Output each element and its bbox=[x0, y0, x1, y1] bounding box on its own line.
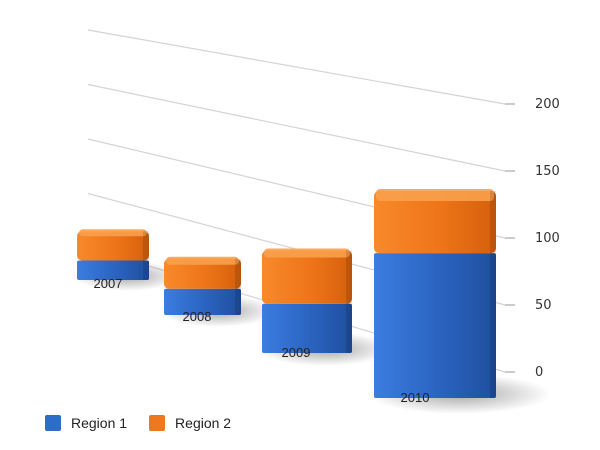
y-tick-label: 100 bbox=[535, 231, 560, 246]
gridline bbox=[87, 83, 506, 172]
bar-side-face bbox=[490, 191, 496, 398]
legend-item-region-2: Region 2 bbox=[149, 415, 231, 431]
y-tick-label: 50 bbox=[535, 298, 552, 313]
labels: 0 50 100 150 200 2007 2008 2009 2010 bbox=[94, 97, 560, 405]
y-tick-label: 200 bbox=[535, 97, 560, 112]
bar-segment-region-1 bbox=[262, 303, 352, 353]
legend-label-region-2: Region 2 bbox=[175, 415, 232, 431]
bar-segment-region-1 bbox=[164, 288, 241, 315]
y-tick-label: 150 bbox=[535, 164, 560, 179]
bar-side-face bbox=[235, 258, 241, 315]
category-label: 2009 bbox=[282, 345, 311, 360]
legend-item-region-1: Region 1 bbox=[45, 415, 127, 431]
bar-side-face bbox=[346, 250, 352, 353]
legend-label-region-1: Region 1 bbox=[71, 415, 128, 431]
bar-segment-region-2 bbox=[77, 231, 149, 261]
legend-swatch-region-2 bbox=[149, 415, 166, 431]
bar-segment-region-2 bbox=[164, 258, 241, 289]
legend: Region 1 Region 2 bbox=[45, 415, 231, 431]
bar-segment-region-2 bbox=[374, 191, 496, 254]
bar-top-face bbox=[376, 189, 494, 201]
category-label: 2008 bbox=[183, 309, 212, 324]
bar-top-face bbox=[264, 248, 350, 258]
bar-segment-region-1 bbox=[77, 260, 149, 280]
bar-top-face bbox=[79, 229, 147, 237]
bar-segment-region-1 bbox=[374, 253, 496, 398]
gridline bbox=[87, 29, 506, 105]
y-tick-label: 0 bbox=[535, 365, 543, 380]
bar-side-face bbox=[143, 231, 149, 280]
category-label: 2007 bbox=[94, 276, 123, 291]
legend-swatch-region-1 bbox=[45, 415, 61, 431]
category-label: 2010 bbox=[401, 390, 430, 405]
bar-top-face bbox=[166, 256, 239, 265]
bar-segment-region-2 bbox=[262, 250, 352, 304]
bars bbox=[77, 189, 496, 398]
